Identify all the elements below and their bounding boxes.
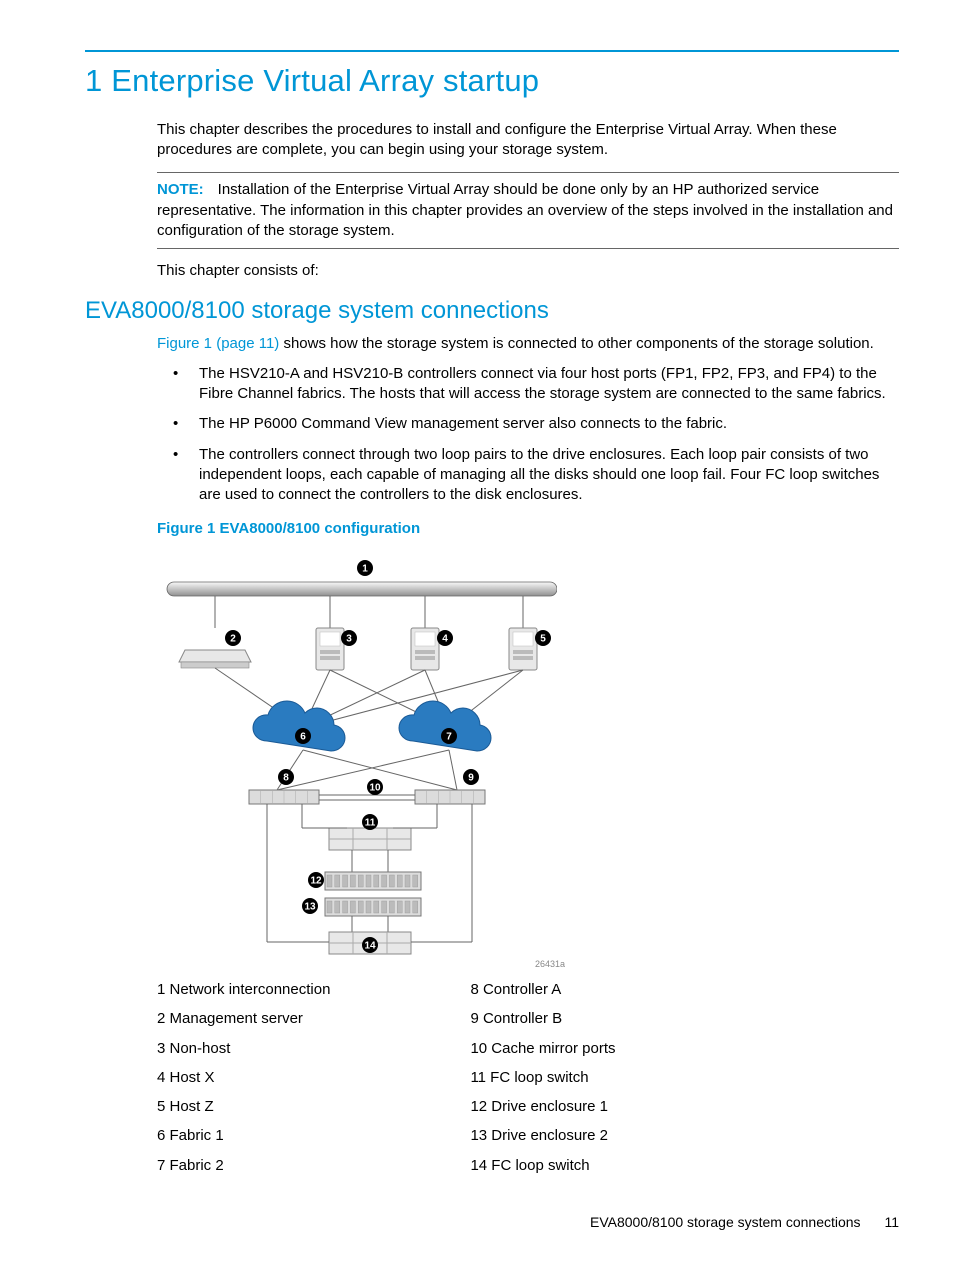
legend-item: 2 Management server [157, 1009, 330, 1029]
section-lead-text: shows how the storage system is connecte… [279, 335, 874, 352]
note-body: Installation of the Enterprise Virtual A… [157, 181, 893, 239]
figure-legend: 1 Network interconnection 2 Management s… [157, 980, 899, 1185]
chapter-intro: This chapter describes the procedures to… [157, 120, 899, 161]
chapter-body: This chapter describes the procedures to… [157, 120, 899, 282]
chapter-title: 1 Enterprise Virtual Array startup [85, 60, 899, 102]
legend-item: 11 FC loop switch [470, 1068, 615, 1088]
list-item: The controllers connect through two loop… [157, 445, 899, 506]
svg-text:4: 4 [442, 633, 448, 644]
svg-text:1: 1 [362, 563, 368, 574]
section-lead-paragraph: Figure 1 (page 11) shows how the storage… [157, 334, 899, 354]
svg-text:7: 7 [446, 731, 452, 742]
note-block: NOTE:Installation of the Enterprise Virt… [157, 172, 899, 249]
configuration-diagram-svg: 1234567891011121314 [157, 550, 557, 970]
svg-text:12: 12 [310, 875, 322, 886]
legend-item: 6 Fabric 1 [157, 1126, 330, 1146]
svg-text:14: 14 [364, 940, 376, 951]
legend-item: 8 Controller A [470, 980, 615, 1000]
list-item: The HP P6000 Command View management ser… [157, 414, 899, 434]
legend-item: 1 Network interconnection [157, 980, 330, 1000]
legend-item: 9 Controller B [470, 1009, 615, 1029]
page-footer: EVA8000/8100 storage system connections … [85, 1213, 899, 1232]
svg-text:3: 3 [346, 633, 352, 644]
legend-column-right: 8 Controller A 9 Controller B 10 Cache m… [470, 980, 615, 1185]
legend-item: 3 Non-host [157, 1039, 330, 1059]
note-text: NOTE:Installation of the Enterprise Virt… [157, 180, 899, 241]
svg-text:11: 11 [365, 817, 376, 828]
svg-text:13: 13 [304, 901, 316, 912]
footer-section-name: EVA8000/8100 storage system connections [590, 1214, 861, 1230]
svg-text:8: 8 [283, 772, 289, 783]
legend-item: 10 Cache mirror ports [470, 1039, 615, 1059]
top-accent-rule [85, 50, 899, 52]
svg-text:5: 5 [540, 633, 546, 644]
figure-diagram: 1234567891011121314 26431a [157, 550, 899, 970]
figure-crossref-link[interactable]: Figure 1 (page 11) [157, 335, 279, 352]
section-bullet-list: The HSV210-A and HSV210-B controllers co… [157, 364, 899, 506]
svg-text:9: 9 [468, 772, 474, 783]
footer-page-number: 11 [884, 1214, 899, 1230]
figure-caption: Figure 1 EVA8000/8100 configuration [157, 519, 899, 539]
legend-item: 5 Host Z [157, 1097, 330, 1117]
legend-item: 4 Host X [157, 1068, 330, 1088]
svg-text:6: 6 [300, 731, 306, 742]
section-body: Figure 1 (page 11) shows how the storage… [157, 334, 899, 1185]
legend-column-left: 1 Network interconnection 2 Management s… [157, 980, 330, 1185]
document-page: 1 Enterprise Virtual Array startup This … [0, 0, 954, 1262]
list-item: The HSV210-A and HSV210-B controllers co… [157, 364, 899, 405]
svg-text:10: 10 [369, 782, 381, 793]
svg-text:2: 2 [230, 633, 236, 644]
chapter-consists-of: This chapter consists of: [157, 261, 899, 281]
legend-item: 12 Drive enclosure 1 [470, 1097, 615, 1117]
legend-item: 7 Fabric 2 [157, 1156, 330, 1176]
section-title: EVA8000/8100 storage system connections [85, 295, 899, 327]
note-label: NOTE: [157, 181, 204, 198]
legend-item: 14 FC loop switch [470, 1156, 615, 1176]
legend-item: 13 Drive enclosure 2 [470, 1126, 615, 1146]
